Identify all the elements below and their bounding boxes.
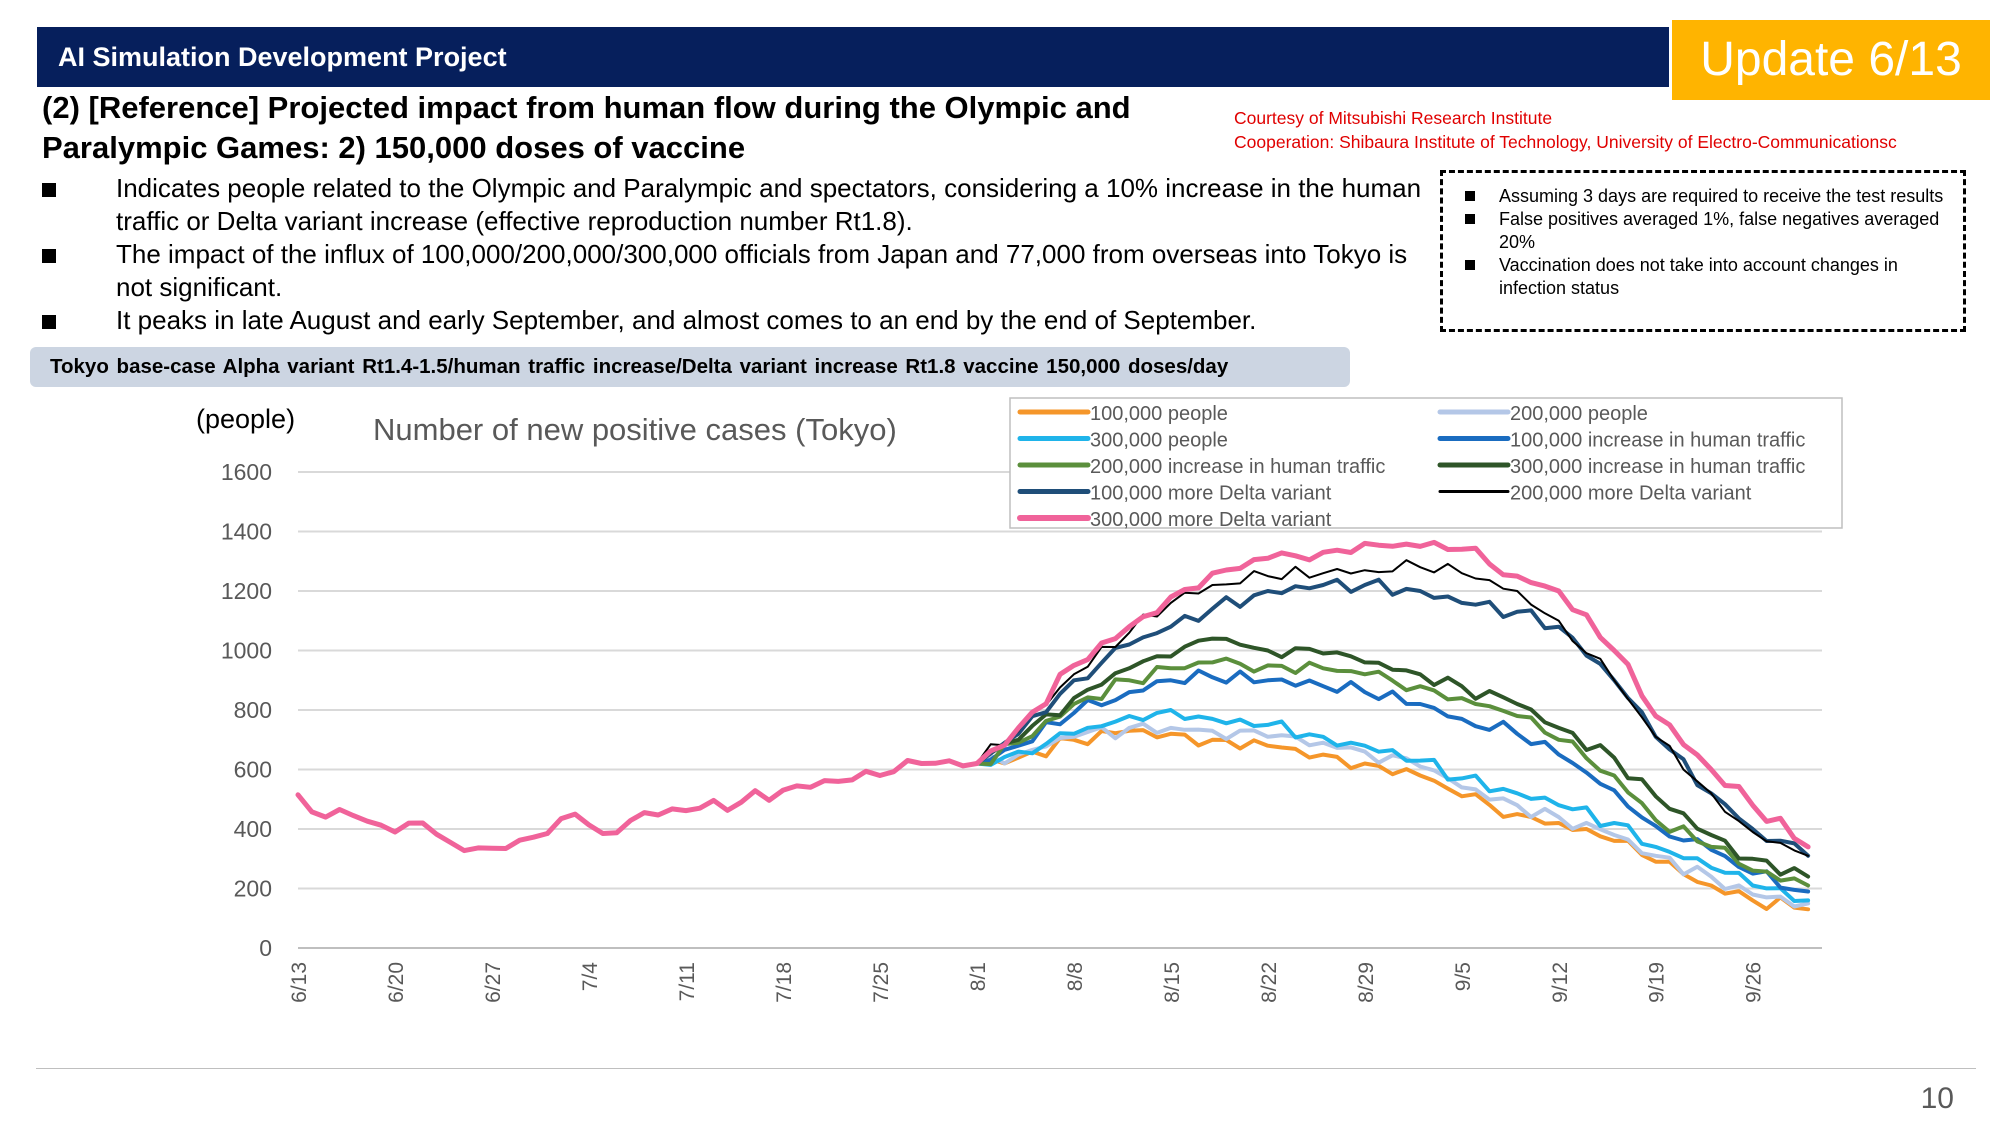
update-badge: Update 6/13: [1672, 20, 1990, 100]
legend-label: 300,000 people: [1090, 430, 1228, 452]
footer-divider: [36, 1068, 1976, 1069]
credit-line: Courtesy of Mitsubishi Research Institut…: [1234, 108, 1553, 128]
legend-box: [1009, 397, 1843, 529]
x-tick-label: 8/29: [1355, 962, 1378, 1003]
series-line: [974, 656, 1811, 888]
legend-label: 100,000 more Delta variant: [1090, 483, 1332, 505]
legend-label: 100,000 people: [1090, 403, 1228, 425]
y-tick-label: 800: [234, 697, 272, 723]
x-tick-label: 7/4: [579, 962, 602, 992]
scenario-banner: Tokyo base-case Alpha variant Rt1.4-1.5/…: [30, 347, 1350, 387]
legend-label: 300,000 increase in human traffic: [1510, 456, 1805, 478]
note-item: Assuming 3 days are required to receive …: [1461, 185, 1949, 208]
bullet-item: The impact of the influx of 100,000/200,…: [40, 238, 1436, 304]
credit-line: Cooperation: Shibaura Institute of Techn…: [1234, 132, 1897, 152]
x-tick-label: 6/20: [385, 962, 408, 1003]
y-tick-label: 400: [234, 816, 272, 842]
legend-label: 300,000 more Delta variant: [1090, 509, 1332, 531]
bullet-item: It peaks in late August and early Septem…: [40, 304, 1436, 337]
x-tick-label: 6/13: [288, 962, 311, 1003]
bullet-square-icon: [42, 183, 56, 197]
series-line: [974, 668, 1811, 894]
series-line: [974, 721, 1811, 909]
assumptions-box: Assuming 3 days are required to receive …: [1440, 170, 1966, 332]
baseline-line: [295, 758, 980, 854]
x-tick-label: 9/19: [1646, 962, 1669, 1003]
credits: Courtesy of Mitsubishi Research Institut…: [1234, 106, 1897, 154]
bullet-square-icon: [1465, 214, 1475, 224]
project-title: AI Simulation Development Project: [58, 42, 507, 72]
y-axis-label: (people): [196, 404, 295, 434]
x-tick-label: 8/1: [967, 962, 990, 991]
y-tick-label: 0: [259, 935, 272, 961]
y-tick-label: 1200: [221, 578, 272, 604]
note-item: Vaccination does not take into account c…: [1461, 254, 1949, 300]
header-bar: [37, 27, 1669, 87]
x-tick-label: 9/12: [1549, 962, 1572, 1003]
legend-label: 100,000 increase in human traffic: [1510, 430, 1805, 452]
legend-label: 200,000 increase in human traffic: [1090, 456, 1385, 478]
bullet-square-icon: [42, 249, 56, 263]
y-tick-label: 600: [234, 757, 272, 783]
series-line: [975, 559, 1810, 857]
legend-label: 200,000 more Delta variant: [1510, 483, 1752, 505]
x-tick-label: 9/26: [1743, 962, 1766, 1003]
x-tick-label: 8/8: [1064, 962, 1087, 991]
bullet-square-icon: [1465, 191, 1475, 201]
y-tick-label: 1600: [221, 459, 272, 485]
series-line: [974, 636, 1811, 879]
x-tick-label: 6/27: [482, 962, 505, 1003]
x-tick-label: 9/5: [1452, 962, 1475, 991]
chart-title: Number of new positive cases (Tokyo): [373, 412, 897, 447]
x-tick-label: 7/11: [676, 962, 699, 1001]
x-tick-label: 7/25: [870, 962, 893, 1003]
series-line: [974, 539, 1811, 850]
bullet-square-icon: [1465, 260, 1475, 270]
y-tick-label: 1000: [221, 638, 272, 664]
bullet-list: Indicates people related to the Olympic …: [40, 172, 1440, 337]
slide-title: (2) [Reference] Projected impact from hu…: [42, 90, 1131, 165]
bullet-item: Indicates people related to the Olympic …: [40, 172, 1436, 238]
x-tick-label: 7/18: [773, 962, 796, 1003]
series-line: [974, 708, 1811, 903]
series-line: [974, 728, 1811, 912]
y-tick-label: 1400: [221, 519, 272, 545]
note-item: False positives averaged 1%, false negat…: [1461, 208, 1949, 254]
y-tick-label: 200: [234, 876, 272, 902]
page-number: 10: [1920, 1082, 1954, 1115]
x-tick-label: 8/22: [1258, 962, 1281, 1003]
x-tick-label: 8/15: [1161, 962, 1184, 1003]
legend-label: 200,000 people: [1510, 403, 1648, 425]
bullet-square-icon: [42, 315, 56, 329]
